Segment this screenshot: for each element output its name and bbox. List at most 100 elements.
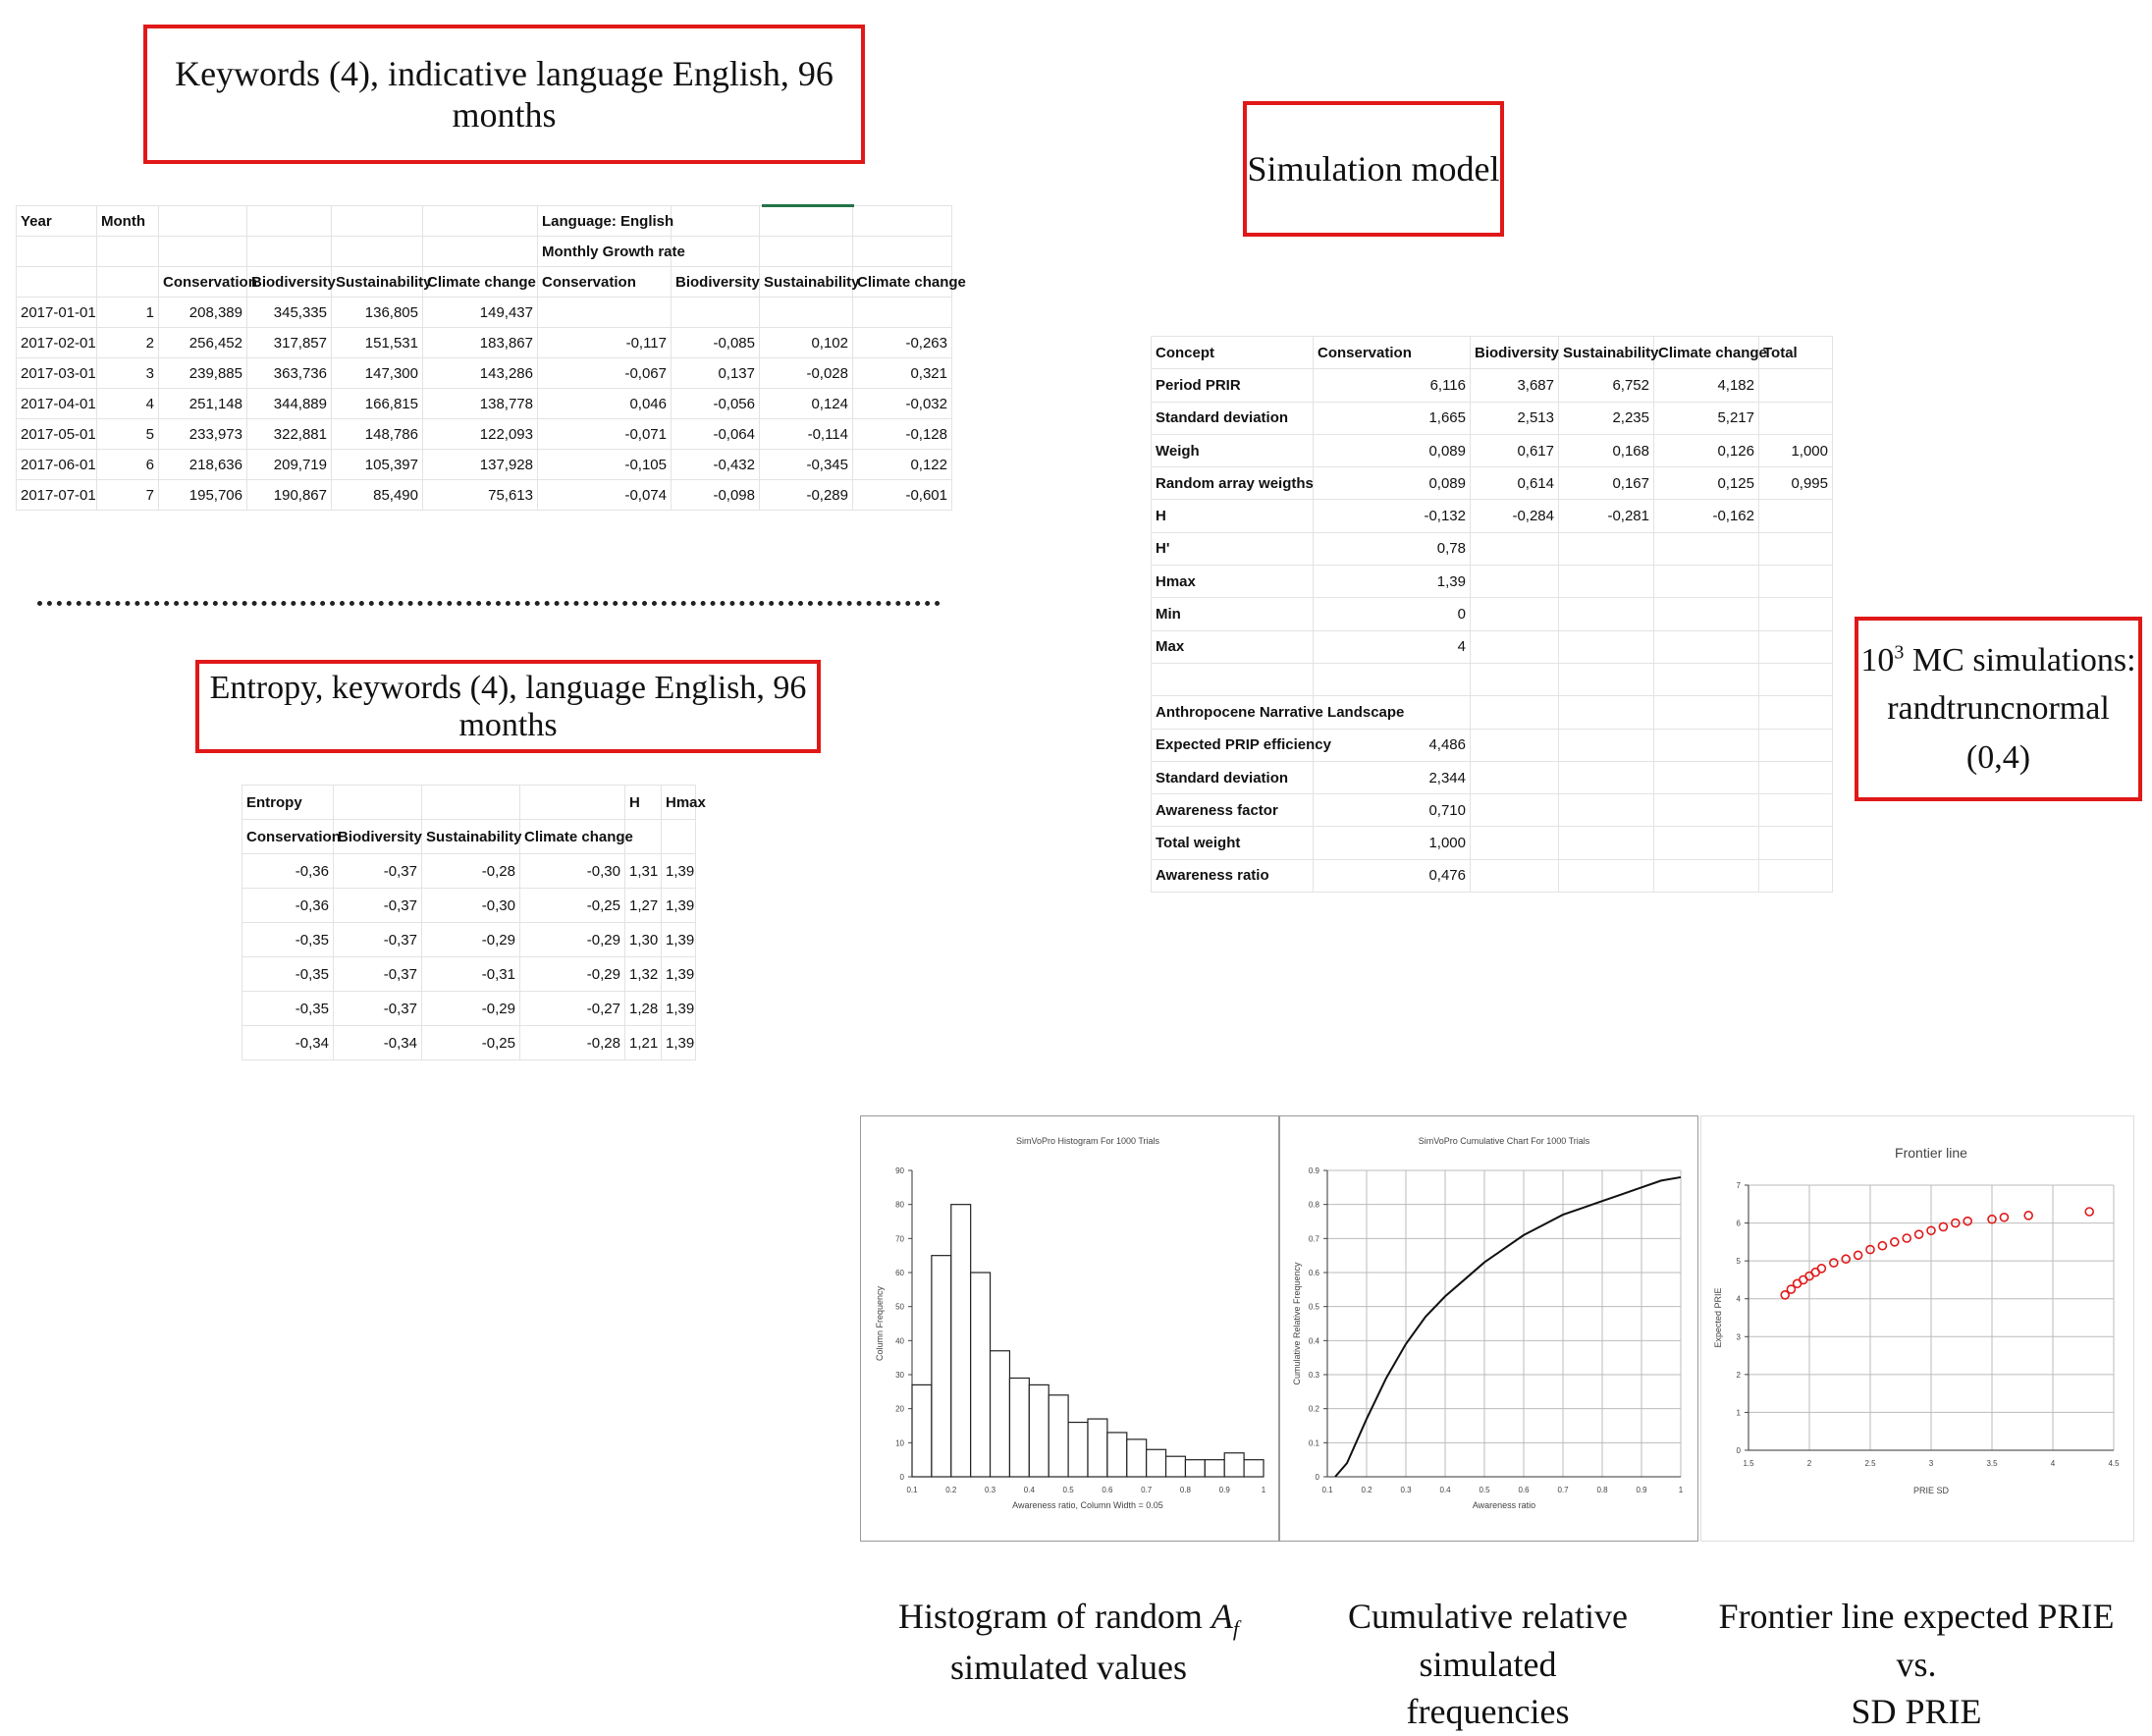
chart-title: SimVoPro Cumulative Chart For 1000 Trial… xyxy=(1419,1136,1590,1146)
table-cell: 0,126 xyxy=(1653,433,1759,468)
table-cell: -0,105 xyxy=(537,449,672,480)
table-cell: 147,300 xyxy=(331,357,423,389)
entropy-title-box: Entropy, keywords (4), language English,… xyxy=(195,660,821,753)
selected-cell-marker xyxy=(762,204,854,207)
table-cell xyxy=(1758,793,1833,828)
table-row: 2017-03-01 3 239,885 363,736 147,300 143,286-… xyxy=(16,357,952,389)
header-cell xyxy=(158,205,247,237)
table-cell: 149,437 xyxy=(422,297,538,328)
y-tick-label: 50 xyxy=(895,1303,904,1312)
y-tick-label: 0.2 xyxy=(1309,1405,1320,1414)
table-cell: 1,27 xyxy=(624,888,662,923)
table-cell: 1,000 xyxy=(1758,433,1833,468)
histogram-bar xyxy=(950,1204,972,1478)
chart-title: SimVoPro Histogram For 1000 Trials xyxy=(1016,1136,1160,1146)
y-tick-label: 70 xyxy=(895,1234,904,1243)
table-cell: 2017-06-01 xyxy=(16,449,97,480)
table-cell: Min xyxy=(1151,597,1314,631)
table-cell: 7 xyxy=(96,479,159,511)
scatter-point xyxy=(1950,1218,1961,1228)
y-tick-label: 1 xyxy=(1737,1408,1742,1417)
x-tick-label: 0.8 xyxy=(1180,1486,1192,1494)
table-cell: 0,710 xyxy=(1313,793,1471,828)
table-cell: -0,37 xyxy=(333,853,422,889)
table-cell: 1,39 xyxy=(661,922,696,957)
table-cell xyxy=(1758,597,1833,631)
keywords-title-box: Keywords (4), indicative language Englis… xyxy=(143,25,865,164)
table-cell: -0,37 xyxy=(333,956,422,992)
table-cell: 344,889 xyxy=(246,388,332,419)
table-row: Anthropocene Narrative Landscape xyxy=(1151,695,1833,730)
table-cell: 75,613 xyxy=(422,479,538,511)
table-cell: 1 xyxy=(96,297,159,328)
table-cell: 6,752 xyxy=(1558,368,1654,403)
table-cell: 1,21 xyxy=(624,1025,662,1060)
table-cell: 1,000 xyxy=(1313,826,1471,860)
histogram-caption-2: simulated values xyxy=(950,1647,1187,1687)
table-cell: -0,25 xyxy=(519,888,625,923)
table-cell xyxy=(1758,629,1833,664)
table-cell: -0,345 xyxy=(759,449,853,480)
table-cell: 0,168 xyxy=(1558,433,1654,468)
header-cell: Climate change xyxy=(422,266,538,298)
table-cell xyxy=(1558,565,1654,599)
header-row: Conservation Biodiversity Sustainability Cl… xyxy=(242,819,696,854)
x-axis-label: PRIE SD xyxy=(1913,1486,1950,1495)
table-cell: -0,432 xyxy=(671,449,760,480)
header-cell: Year xyxy=(16,205,97,237)
x-tick-label: 4.5 xyxy=(2108,1459,2120,1468)
table-cell xyxy=(1758,858,1833,894)
scatter-point xyxy=(1841,1254,1851,1265)
table-cell: 0 xyxy=(1313,597,1471,631)
table-cell: 209,719 xyxy=(246,449,332,480)
cumulative-caption-2: frequencies xyxy=(1406,1692,1570,1732)
table-cell: -0,114 xyxy=(759,418,853,450)
table-cell: Anthropocene Narrative Landscape xyxy=(1151,695,1404,730)
header-cell xyxy=(16,236,97,267)
table-cell xyxy=(1653,728,1759,762)
table-cell: -0,30 xyxy=(519,853,625,889)
x-tick-label: 1.5 xyxy=(1743,1459,1754,1468)
scatter-point xyxy=(1913,1229,1924,1239)
table-cell: -0,36 xyxy=(242,888,334,923)
table-cell: 233,973 xyxy=(158,418,247,450)
table-cell: -0,601 xyxy=(852,479,952,511)
header-cell: Month xyxy=(96,205,159,237)
header-cell: Biodiversity xyxy=(671,266,760,298)
table-cell xyxy=(1558,597,1654,631)
table-cell: H xyxy=(1151,499,1314,533)
header-cell: Total xyxy=(1758,335,1833,370)
table-cell: Awareness factor xyxy=(1151,793,1314,828)
histogram-caption-sub: f xyxy=(1232,1616,1240,1642)
histogram-bar xyxy=(970,1272,992,1478)
x-tick-label: 0.4 xyxy=(1439,1486,1451,1494)
y-tick-label: 6 xyxy=(1737,1220,1742,1228)
scatter-point xyxy=(2084,1207,2095,1217)
header-cell: Sustainability xyxy=(759,266,860,298)
table-cell xyxy=(1558,662,1654,697)
table-cell xyxy=(1313,695,1471,730)
histogram-bar xyxy=(1008,1377,1030,1478)
table-cell xyxy=(1558,629,1654,664)
header-cell xyxy=(852,205,952,237)
table-cell: -0,37 xyxy=(333,991,422,1026)
table-cell: 0,78 xyxy=(1313,531,1471,567)
table-cell: 151,531 xyxy=(331,327,423,358)
header-cell: Hmax xyxy=(661,785,706,820)
table-cell: 1,32 xyxy=(624,956,662,992)
table-cell xyxy=(1758,401,1833,435)
y-tick-label: 0.8 xyxy=(1309,1201,1320,1210)
table-cell: 251,148 xyxy=(158,388,247,419)
header-cell: Sustainability xyxy=(331,266,432,298)
table-cell: Expected PRIP efficiency xyxy=(1151,728,1331,762)
x-tick-label: 0.4 xyxy=(1024,1486,1036,1494)
x-tick-label: 1 xyxy=(1262,1486,1266,1494)
table-cell: Standard deviation xyxy=(1151,401,1314,435)
table-cell: -0,289 xyxy=(759,479,853,511)
header-cell: Language: English xyxy=(537,205,673,237)
header-cell: Conservation xyxy=(537,266,672,298)
header-cell: Conservation xyxy=(1313,335,1471,370)
mc-base: 10 xyxy=(1860,642,1895,679)
table-cell: Weigh xyxy=(1151,433,1314,468)
scatter-point xyxy=(1926,1225,1936,1236)
